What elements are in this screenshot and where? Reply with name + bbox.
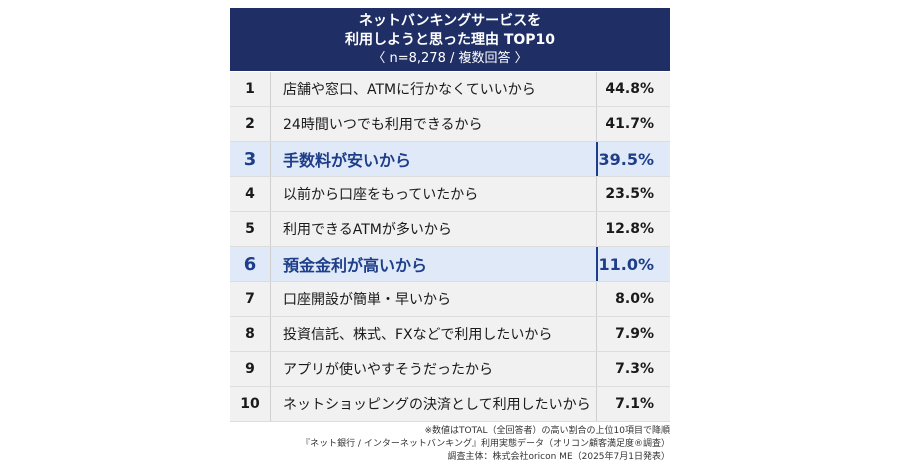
ranking-table: ネットバンキングサービスを 利用しようと思った理由 TOP10 〈 n=8,27… <box>230 8 670 464</box>
percentage-value: 44.8% <box>596 72 670 106</box>
percentage-value: 23.5% <box>596 177 670 211</box>
rank-cell: 2 <box>245 116 255 132</box>
rank-cell: 5 <box>245 221 255 237</box>
table-row: 10 ネットショッピングの決済として利用したいから 7.1% <box>230 387 670 422</box>
table-body: 1 店舗や窓口、ATMに行かなくていいから 44.8% 2 24時間いつでも利用できるか… <box>230 71 670 422</box>
table-row: 3 手数料が安いから 39.5% <box>230 142 670 177</box>
table-row: 9 アプリが使いやすそうだったから 7.3% <box>230 352 670 387</box>
rank-cell: 10 <box>240 396 260 412</box>
reason-label: 手数料が安いから <box>270 142 596 176</box>
rank-cell: 1 <box>245 81 255 97</box>
percentage-value: 7.1% <box>596 387 670 421</box>
rank-cell: 9 <box>245 361 255 377</box>
table-row: 7 口座開設が簡単・早いから 8.0% <box>230 282 670 317</box>
title-line-2: 利用しようと思った理由 TOP10 <box>344 31 556 48</box>
percentage-value: 7.9% <box>596 317 670 351</box>
footnote-2: 『ネット銀行 / インターネットバンキング』利用実態データ（オリコン顧客満足度®… <box>301 439 670 449</box>
percentage-value: 8.0% <box>596 282 670 316</box>
rank-cell: 6 <box>243 253 257 275</box>
rank-cell: 3 <box>243 148 257 170</box>
reason-label: 店舗や窓口、ATMに行かなくていいから <box>270 72 596 106</box>
reason-label: ネットショッピングの決済として利用したいから <box>270 387 596 421</box>
table-row: 1 店舗や窓口、ATMに行かなくていいから 44.8% <box>230 72 670 107</box>
reason-label: アプリが使いやすそうだったから <box>270 352 596 386</box>
percentage-value: 12.8% <box>596 212 670 246</box>
reason-label: 利用できるATMが多いから <box>270 212 596 246</box>
table-row: 5 利用できるATMが多いから 12.8% <box>230 212 670 247</box>
table-row: 2 24時間いつでも利用できるから 41.7% <box>230 107 670 142</box>
reason-label: 預金金利が高いから <box>270 247 596 281</box>
rank-cell: 7 <box>245 291 255 307</box>
table-row: 8 投資信託、株式、FXなどで利用したいから 7.9% <box>230 317 670 352</box>
footnotes: ※数値はTOTAL（全回答者）の高い割合の上位10項目で降順 『ネット銀行 / … <box>230 425 670 464</box>
reason-label: 投資信託、株式、FXなどで利用したいから <box>270 317 596 351</box>
title-line-1: ネットバンキングサービスを <box>358 12 542 29</box>
percentage-value: 7.3% <box>596 352 670 386</box>
percentage-value: 39.5% <box>596 142 670 176</box>
table-header: ネットバンキングサービスを 利用しようと思った理由 TOP10 〈 n=8,27… <box>230 8 670 71</box>
rank-cell: 4 <box>245 186 255 202</box>
reason-label: 以前から口座をもっていたから <box>270 177 596 211</box>
table-row: 6 預金金利が高いから 11.0% <box>230 247 670 282</box>
table-row: 4 以前から口座をもっていたから 23.5% <box>230 177 670 212</box>
reason-label: 24時間いつでも利用できるから <box>270 107 596 141</box>
subtitle: 〈 n=8,278 / 複数回答 〉 <box>372 50 528 66</box>
percentage-value: 41.7% <box>596 107 670 141</box>
rank-cell: 8 <box>245 326 255 342</box>
reason-label: 口座開設が簡単・早いから <box>270 282 596 316</box>
footnote-3: 調査主体：株式会社oricon ME（2025年7月1日発表） <box>447 452 670 462</box>
footnote-1: ※数値はTOTAL（全回答者）の高い割合の上位10項目で降順 <box>424 426 670 436</box>
percentage-value: 11.0% <box>596 247 670 281</box>
